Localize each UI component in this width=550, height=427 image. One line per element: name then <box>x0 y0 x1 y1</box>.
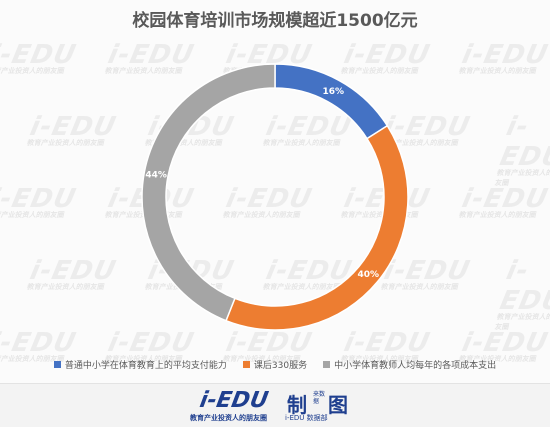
legend-item-2: 课后330服务 <box>242 358 308 371</box>
footer-logo: i-EDU <box>197 388 271 413</box>
slice-label-2: 40% <box>357 270 379 280</box>
slice-label-3: 44% <box>145 170 167 180</box>
donut-slice-3 <box>141 63 276 322</box>
footer-make-char: 制 <box>287 393 307 417</box>
legend-swatch <box>323 361 331 368</box>
legend: 普通中小学在体育教育上的平均支付能力 课后330服务 中小学体育教师人均每年的各项成… <box>0 358 550 371</box>
donut-slice-1 <box>274 63 389 140</box>
legend-item-1: 普通中小学在体育教育上的平均支付能力 <box>53 358 227 371</box>
legend-label: 课后330服务 <box>253 361 308 371</box>
legend-label: 普通中小学在体育教育上的平均支付能力 <box>64 361 227 371</box>
footer-banner: i-EDU 教育产业投资人的朋友圈 制 来数据 图 i-EDU 数据部 <box>0 383 550 427</box>
slice-label-1: 16% <box>323 87 345 97</box>
legend-label: 中小学体育教师人均每年的各项成本支出 <box>334 361 497 371</box>
footer-make-sub: 来数据 <box>313 391 326 405</box>
chart-title: 校园体育培训市场规模超近1500亿元 <box>132 11 418 31</box>
footer-dept: i-EDU 数据部 <box>285 414 328 422</box>
legend-item-3: 中小学体育教师人均每年的各项成本支出 <box>323 358 496 371</box>
legend-swatch <box>53 361 61 368</box>
footer-tu-char: 图 <box>328 393 348 417</box>
footer-slogan: 教育产业投资人的朋友圈 <box>190 414 267 422</box>
donut-slice-2 <box>225 124 409 331</box>
legend-swatch <box>242 361 250 368</box>
